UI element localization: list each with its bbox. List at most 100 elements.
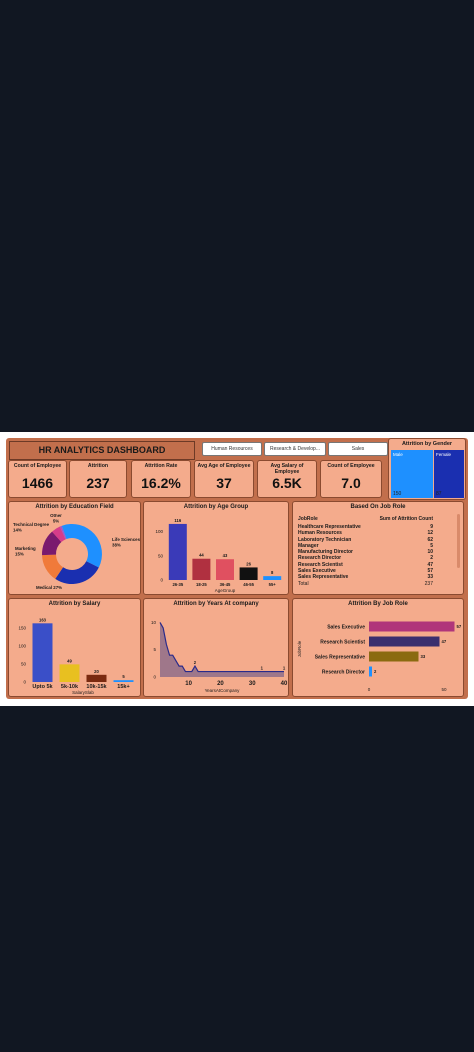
x-tick-label: 55+ xyxy=(269,582,277,587)
kpi-label: Avg Salary of Employee xyxy=(270,463,304,475)
point-data-label: 1 xyxy=(283,666,286,671)
kpi-card-employee-count-2: Count of Employee 7.0 xyxy=(320,460,382,498)
slicer-research-development[interactable]: Research & Develop... xyxy=(264,442,326,456)
table-row[interactable]: Sales Executive 57 xyxy=(298,568,433,574)
donut-label: 15% xyxy=(15,552,24,557)
donut-slice[interactable] xyxy=(59,525,67,540)
education-chart-card: Attrition by Education Field Life Scienc… xyxy=(8,501,141,595)
table-row[interactable]: Human Resources 12 xyxy=(298,530,433,536)
donut-slice[interactable] xyxy=(55,561,99,584)
table-scrollbar[interactable] xyxy=(457,514,460,568)
bar[interactable] xyxy=(168,523,187,580)
kpi-card-employee-count: Count of Employee 1466 xyxy=(8,460,67,498)
bar-data-label: 57 xyxy=(457,624,462,629)
years-area-chart[interactable]: 0 5 10 2 1 1 10 20 30 40 YearsAtCompany xyxy=(144,611,288,697)
kpi-value: 6.5K xyxy=(272,475,302,491)
donut-slice[interactable] xyxy=(42,554,64,579)
slicer-sales[interactable]: Sales xyxy=(328,442,388,456)
job-role-table: JobRole Sum of Attrition Count Healthcar… xyxy=(298,515,433,587)
x-tick-label: 46-55 xyxy=(243,582,254,587)
bar[interactable] xyxy=(369,651,419,662)
bar[interactable] xyxy=(32,623,53,682)
table-row[interactable]: Research Scientist 47 xyxy=(298,562,433,568)
table-row[interactable]: Research Director 2 xyxy=(298,555,433,561)
table-row[interactable]: Laboratory Technician 62 xyxy=(298,537,433,543)
x-axis-title: AgeGroup xyxy=(215,588,236,593)
job-role-table-card: Based On Job Role JobRole Sum of Attriti… xyxy=(292,501,464,595)
kpi-value: 16.2% xyxy=(141,475,181,491)
bar-data-label: 8 xyxy=(271,570,274,575)
jobrole-bar-chart[interactable]: 57 Sales Executive 47 Research Scientist 33 S… xyxy=(293,611,463,697)
bar[interactable] xyxy=(369,666,372,677)
col-header-role[interactable]: JobRole xyxy=(298,516,318,522)
bar[interactable] xyxy=(216,559,234,580)
dashboard: HR ANALYTICS DASHBOARD Human Resources R… xyxy=(6,438,468,699)
table-total-row: Total 237 xyxy=(298,581,433,587)
y-tick-label: Research Scientist xyxy=(320,639,365,645)
y-tick-label: 10 xyxy=(151,620,157,625)
bar[interactable] xyxy=(239,567,258,580)
bar[interactable] xyxy=(369,636,440,647)
table-row[interactable]: Healthcare Representative 9 xyxy=(298,524,433,530)
y-tick-label: Sales Executive xyxy=(327,624,365,630)
x-tick-label: 30 xyxy=(249,681,256,687)
donut-label: Marketing xyxy=(15,546,36,551)
salary-bar-chart[interactable]: 0 50 100 150 163 Upto 5k 49 5k-10k 20 10k-15k 5 15k… xyxy=(9,611,140,697)
gender-female-tile[interactable]: Female 87 xyxy=(434,450,464,498)
y-tick-label: Research Director xyxy=(322,669,365,675)
bar-data-label: 2 xyxy=(374,669,377,674)
years-chart-card: Attrition by Years At company 0 5 10 2 1 1 10 2… xyxy=(143,598,289,697)
job-role-table-title: Based On Job Role xyxy=(350,504,406,510)
slicer-human-resources[interactable]: Human Resources xyxy=(202,442,262,456)
bar[interactable] xyxy=(263,576,282,580)
gender-chart-title: Attrition by Gender xyxy=(401,441,453,447)
kpi-card-avg-age: Avg Age of Employee 37 xyxy=(194,460,254,498)
y-tick-label: 50 xyxy=(21,662,27,667)
kpi-label: Count of Employee xyxy=(13,463,62,469)
table-row[interactable]: Manufacturing Director 10 xyxy=(298,549,433,555)
kpi-value: 7.0 xyxy=(341,475,361,491)
donut-slice[interactable] xyxy=(61,524,102,568)
table-cell-role: Human Resources xyxy=(298,530,342,537)
donut-slice[interactable] xyxy=(42,531,62,556)
series-line[interactable] xyxy=(159,622,284,673)
dashboard-title: HR ANALYTICS DASHBOARD xyxy=(9,441,195,460)
bar[interactable] xyxy=(86,674,107,682)
gender-female-value: 87 xyxy=(436,491,442,497)
x-tick-label: 40 xyxy=(281,681,288,687)
col-header-sum[interactable]: Sum of Attrition Count xyxy=(379,516,433,522)
y-tick-label: 0 xyxy=(153,675,156,680)
table-cell-value: 10 xyxy=(427,549,433,556)
bar[interactable] xyxy=(369,621,455,632)
kpi-value: 1466 xyxy=(21,475,54,491)
bar[interactable] xyxy=(113,680,134,682)
kpi-label: Attrition xyxy=(87,463,109,469)
salary-chart-title: Attrition by Salary xyxy=(48,601,101,607)
x-tick-label: Upto 5k xyxy=(32,684,53,690)
table-cell-value: 9 xyxy=(430,524,433,530)
donut-label: 5% xyxy=(53,519,59,524)
gender-male-tile[interactable]: Male 150 xyxy=(391,450,433,498)
table-cell-value: 12 xyxy=(427,530,433,537)
table-row[interactable]: Sales Representative 33 xyxy=(298,574,433,580)
bar[interactable] xyxy=(192,558,211,580)
kpi-value: 37 xyxy=(216,475,232,491)
x-tick-label: 10k-15k xyxy=(86,684,107,690)
donut-label: Other xyxy=(50,514,62,518)
donut-label: Life Sciences xyxy=(112,537,140,542)
area-fill[interactable] xyxy=(160,622,284,677)
point-data-label: 2 xyxy=(194,660,197,665)
table-row[interactable]: Manager 5 xyxy=(298,543,433,549)
table-cell-role: Sales Representative xyxy=(298,574,349,581)
total-value: 237 xyxy=(424,580,433,587)
age-bar-chart[interactable]: 0 50 100 116 26-35 44 18-25 43 36-45 26 46-55 8 55+ A… xyxy=(144,514,288,594)
donut-label: Medical 27% xyxy=(36,585,62,590)
donut-label: 38% xyxy=(112,543,121,548)
bar[interactable] xyxy=(59,664,80,682)
x-tick-label: 36-45 xyxy=(220,582,231,587)
y-axis-title: JobRole xyxy=(297,640,302,657)
x-axis-title: YearsAtCompany xyxy=(205,688,241,693)
donut-slice[interactable] xyxy=(52,526,66,543)
salary-chart-card: Attrition by Salary 0 50 100 150 163 Upto 5k 4… xyxy=(8,598,141,697)
